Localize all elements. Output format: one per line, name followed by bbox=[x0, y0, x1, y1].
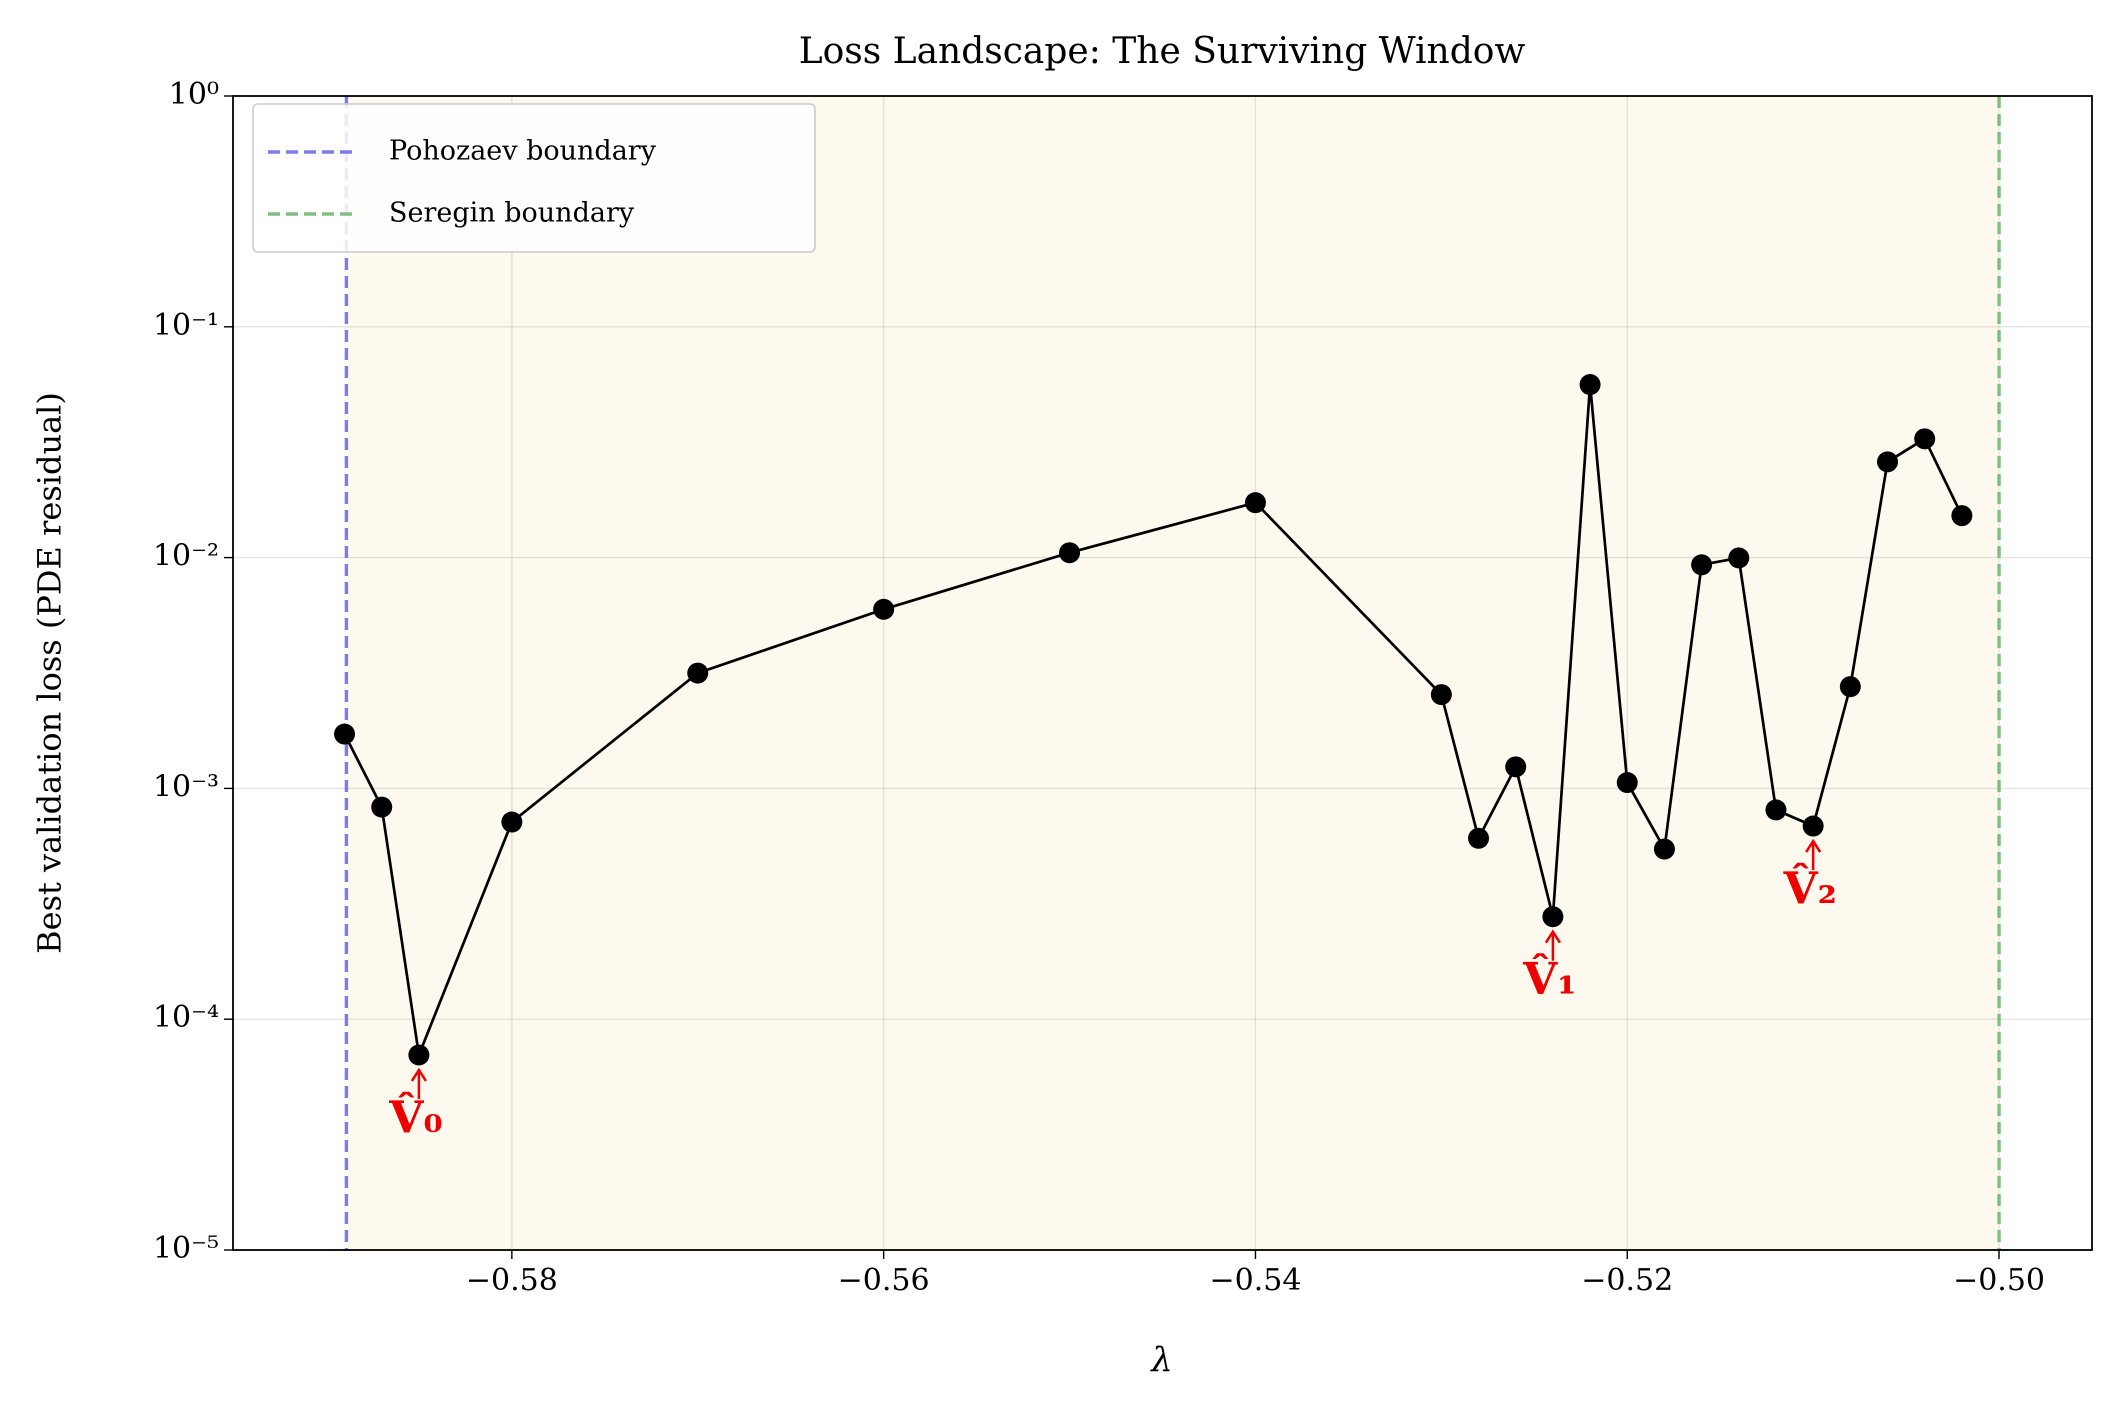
legend-box bbox=[252, 103, 816, 253]
legend: Pohozaev boundary Seregin boundary bbox=[252, 103, 816, 253]
data-point bbox=[873, 598, 895, 620]
data-point bbox=[371, 796, 393, 818]
y-tick-label: 10⁻⁵ bbox=[153, 1231, 219, 1266]
data-point bbox=[1839, 676, 1861, 698]
annotation-arrow bbox=[410, 1067, 427, 1099]
annotation-arrow bbox=[1805, 838, 1822, 871]
x-tick-label: −0.52 bbox=[1581, 1263, 1673, 1298]
y-tick-label: 10⁻¹ bbox=[153, 308, 219, 343]
data-point bbox=[1653, 838, 1675, 860]
data-point bbox=[1430, 684, 1452, 706]
data-point bbox=[1542, 906, 1564, 928]
y-tick-label: 10⁻³ bbox=[153, 769, 219, 804]
x-axis-label: λ bbox=[1149, 1340, 1173, 1380]
data-point bbox=[408, 1044, 430, 1066]
data-point bbox=[1468, 827, 1490, 849]
x-tick-label: −0.50 bbox=[1953, 1263, 2045, 1298]
window-shade bbox=[346, 96, 2000, 1250]
x-tick-label: −0.58 bbox=[466, 1263, 558, 1298]
data-point bbox=[501, 811, 523, 833]
legend-label: Seregin boundary bbox=[389, 198, 635, 229]
data-point bbox=[1691, 554, 1713, 576]
data-point bbox=[1802, 815, 1824, 837]
plot-frame bbox=[232, 95, 2093, 1251]
x-tick-label: −0.54 bbox=[1209, 1263, 1301, 1298]
annotation-arrow bbox=[1544, 929, 1561, 961]
annotation-label: V̂₁ bbox=[1522, 952, 1576, 1005]
data-point bbox=[1877, 451, 1899, 473]
x-tick-label: −0.56 bbox=[838, 1263, 930, 1298]
data-point bbox=[687, 662, 709, 684]
chart-title: Loss Landscape: The Surviving Window bbox=[799, 31, 1526, 72]
data-point bbox=[1579, 374, 1601, 396]
data-point bbox=[1914, 428, 1936, 450]
data-point bbox=[1951, 505, 1973, 527]
data-point bbox=[1728, 547, 1750, 569]
y-tick-label: 10⁻⁴ bbox=[153, 1000, 219, 1035]
y-tick-label: 10⁻² bbox=[153, 539, 219, 574]
data-point bbox=[334, 723, 356, 745]
y-tick-label: 10⁰ bbox=[169, 77, 219, 112]
legend-label: Pohozaev boundary bbox=[389, 136, 657, 167]
data-point bbox=[1244, 492, 1266, 514]
annotation-label: V̂₂ bbox=[1782, 862, 1836, 915]
data-point bbox=[1059, 542, 1081, 564]
data-point bbox=[1765, 799, 1787, 821]
y-axis-label: Best validation loss (PDE residual) bbox=[31, 392, 69, 954]
annotation-label: V̂₀ bbox=[388, 1090, 442, 1143]
data-point bbox=[1616, 772, 1638, 794]
data-point bbox=[1505, 756, 1527, 778]
